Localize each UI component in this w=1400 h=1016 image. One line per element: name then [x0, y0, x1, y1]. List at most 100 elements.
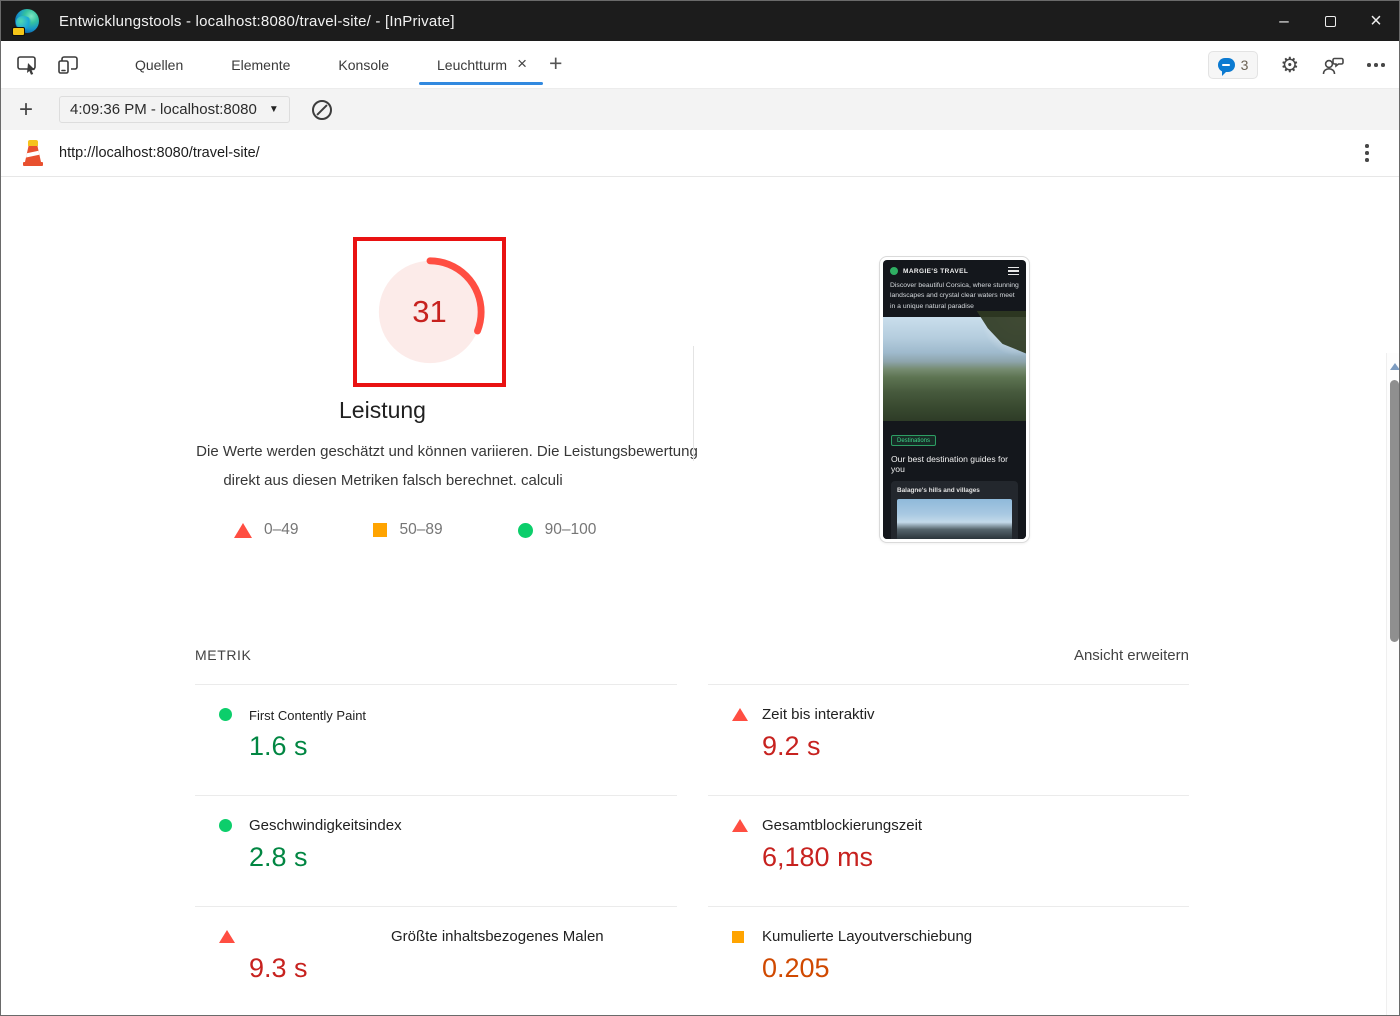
metric-label: Kumulierte Layoutverschiebung: [762, 928, 973, 945]
close-button[interactable]: ×: [1370, 9, 1382, 32]
expand-view-link[interactable]: Ansicht erweitern: [1073, 647, 1189, 664]
score-description-line1: Die Werte werden geschätzt und können va…: [196, 443, 698, 460]
destination-card-photo: [897, 498, 1012, 539]
metric-label: Größte inhaltsbezogenes Malen: [391, 928, 604, 945]
score-gauge-arc: [374, 257, 485, 367]
add-tab-button[interactable]: +: [549, 49, 563, 76]
pass-circle-icon: [517, 522, 533, 538]
metrics-section: METRIK Ansicht erweitern First Contently…: [195, 639, 1189, 1015]
tab-konsole[interactable]: Konsole: [338, 56, 390, 73]
page-screenshot-thumbnail: MARGIE'S TRAVEL Discover beautiful Corsi…: [879, 256, 1030, 543]
destinations-badge: Destinations: [891, 435, 937, 447]
more-options-icon[interactable]: [1367, 63, 1385, 67]
report-url-row: http://localhost:8080/travel-site/: [1, 130, 1399, 177]
scroll-up-arrow-icon[interactable]: [1390, 363, 1399, 370]
report-more-menu-icon[interactable]: [1365, 144, 1369, 162]
fail-triangle-icon: [219, 930, 235, 943]
site-logo-icon: [890, 267, 898, 276]
pass-circle-icon: [219, 708, 232, 721]
inspect-element-icon[interactable]: [15, 52, 41, 78]
score-description-line2: direkt aus diesen Metriken falsch berech…: [223, 472, 563, 489]
metric-value: 9.3 s: [249, 953, 308, 983]
fail-triangle-icon: [732, 708, 748, 721]
issues-counter-button[interactable]: 3: [1207, 51, 1259, 79]
devtools-tabs: Quellen Elemente Konsole Leuchtturm × +: [111, 41, 574, 88]
legend-average: 50–89: [373, 521, 443, 539]
report-select-dropdown[interactable]: 4:09:36 PM - localhost:8080 ▼: [59, 96, 290, 123]
lighthouse-logo-icon: [23, 140, 43, 166]
metric-value: 2.8 s: [249, 842, 308, 872]
clear-reports-icon[interactable]: [311, 99, 332, 120]
metrics-header-label: METRIK: [195, 647, 252, 663]
tabbar-right-actions: 3 ⚙: [1207, 41, 1385, 89]
legend-pass: 90–100: [517, 521, 596, 539]
devtools-tabbar: Quellen Elemente Konsole Leuchtturm × + …: [1, 41, 1399, 89]
metric-largest-contentful-paint: Größte inhaltsbezogenes Malen 9.3 s: [195, 907, 677, 1015]
metric-time-to-interactive: Zeit bis interaktiv 9.2 s: [708, 685, 1189, 796]
destination-card: Balagne's hills and villages: [891, 480, 1018, 539]
pass-circle-icon: [219, 819, 232, 832]
metric-label: Zeit bis interaktiv: [762, 706, 875, 723]
window-title: Entwicklungstools - localhost:8080/trave…: [59, 12, 455, 30]
active-tab-underline: [419, 82, 544, 85]
report-url-link[interactable]: http://localhost:8080/travel-site/: [59, 145, 260, 161]
section-divider: [693, 346, 694, 461]
thumbnail-site-header: MARGIE'S TRAVEL Discover beautiful Corsi…: [883, 260, 1026, 317]
metric-speed-index: Geschwindigkeitsindex 2.8 s: [195, 796, 677, 907]
metric-value: 0.205: [762, 953, 830, 983]
metric-value: 1.6 s: [249, 731, 308, 761]
destination-card-title: Balagne's hills and villages: [897, 486, 980, 494]
performance-score-value: 31: [412, 294, 447, 329]
feedback-icon[interactable]: [1321, 55, 1345, 76]
edge-logo-icon: [12, 9, 39, 36]
titlebar: Entwicklungstools - localhost:8080/trave…: [1, 1, 1399, 41]
metric-value: 9.2 s: [762, 731, 821, 761]
metrics-header-right: Ansicht erweitern: [708, 639, 1189, 685]
scrollbar-thumb[interactable]: [1389, 380, 1399, 642]
chevron-down-icon: ▼: [268, 104, 279, 115]
report-scrollbar[interactable]: [1386, 353, 1399, 1015]
site-name: MARGIE'S TRAVEL: [903, 267, 969, 275]
thumbnail-content: Destinations Our best destination guides…: [883, 420, 1026, 539]
maximize-icon: [1324, 15, 1336, 27]
tab-leuchtturm[interactable]: Leuchtturm: [413, 41, 544, 88]
metric-total-blocking-time: Gesamtblockierungszeit 6,180 ms: [708, 796, 1189, 907]
hero-photo: [883, 310, 1026, 421]
report-select-value: 4:09:36 PM - localhost:8080: [70, 101, 257, 118]
average-square-icon: [373, 523, 388, 537]
window-controls: – ×: [1261, 1, 1399, 41]
metric-label: First Contently Paint: [249, 708, 367, 723]
settings-gear-icon[interactable]: ⚙: [1280, 53, 1300, 77]
metric-value: 6,180 ms: [762, 842, 874, 872]
lighthouse-toolbar: + 4:09:36 PM - localhost:8080 ▼: [1, 89, 1399, 130]
tree-branch: [976, 310, 1026, 357]
category-title: Leistung: [339, 397, 426, 423]
issues-count: 3: [1240, 57, 1249, 73]
metric-cumulative-layout-shift: Kumulierte Layoutverschiebung 0.205: [708, 907, 1189, 1015]
new-report-button[interactable]: +: [19, 95, 34, 123]
thumbnail-heading: Our best destination guides for you: [891, 453, 1009, 474]
edge-dev-badge-icon: [12, 27, 25, 36]
tab-elemente[interactable]: Elemente: [231, 56, 291, 73]
device-toolbar-icon[interactable]: [55, 52, 81, 78]
inspection-highlight-box: 31: [353, 237, 506, 387]
fail-triangle-icon: [234, 522, 252, 538]
score-legend: 0–49 50–89 90–100: [234, 521, 596, 539]
average-square-icon: [732, 931, 744, 943]
lighthouse-report: 31 Leistung Die Werte werden geschätzt u…: [1, 177, 1399, 1015]
minimize-button[interactable]: –: [1279, 11, 1289, 30]
issues-bubble-icon: [1217, 58, 1235, 76]
legend-fail: 0–49: [234, 521, 298, 539]
metric-label: Geschwindigkeitsindex: [249, 817, 402, 834]
metric-first-contentful-paint: First Contently Paint 1.6 s: [195, 685, 677, 796]
site-tagline: Discover beautiful Corsica, where stunni…: [890, 282, 1019, 310]
tab-quellen[interactable]: Quellen: [135, 56, 184, 73]
hamburger-menu-icon: [1008, 267, 1019, 276]
metric-label: Gesamtblockierungszeit: [762, 817, 923, 834]
fail-triangle-icon: [732, 819, 748, 832]
maximize-button[interactable]: [1307, 1, 1353, 41]
close-tab-icon[interactable]: ×: [517, 53, 527, 73]
metrics-header-left: METRIK: [195, 639, 677, 685]
performance-score-gauge[interactable]: 31: [371, 253, 489, 371]
